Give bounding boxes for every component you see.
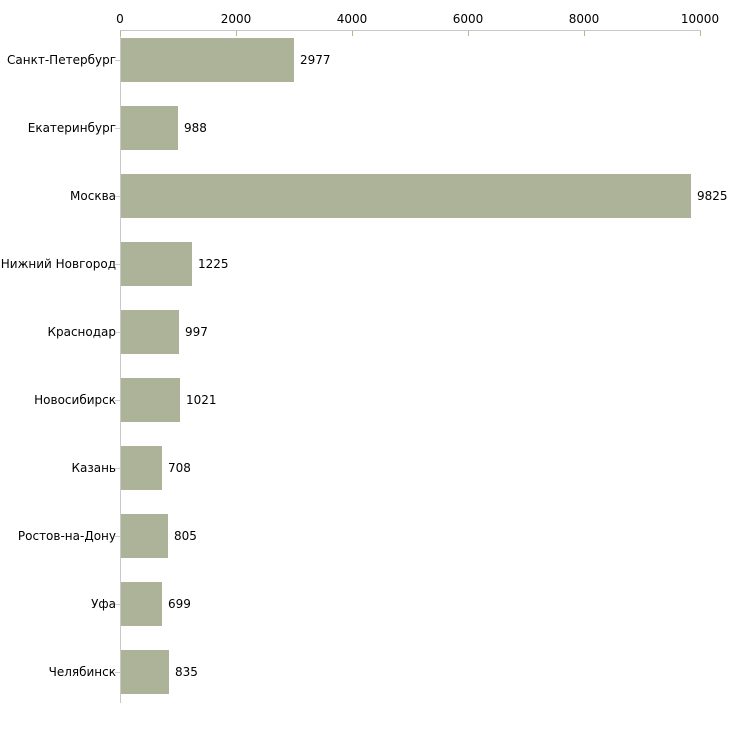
- bar-0: [121, 38, 294, 82]
- value-label: 9825: [697, 189, 728, 203]
- category-tick: [115, 604, 120, 605]
- category-tick: [115, 536, 120, 537]
- left-axis-line: [120, 30, 121, 703]
- x-axis-tick: [236, 31, 237, 36]
- x-axis-tick-label: 8000: [568, 12, 600, 26]
- bar-5: [121, 378, 180, 422]
- category-tick: [115, 60, 120, 61]
- x-axis-tick: [468, 31, 469, 36]
- bar-6: [121, 446, 162, 490]
- value-label: 1021: [186, 393, 217, 407]
- x-axis-tick-label: 0: [116, 12, 124, 26]
- value-label: 997: [185, 325, 208, 339]
- category-tick: [115, 264, 120, 265]
- category-tick: [115, 128, 120, 129]
- x-axis-tick: [352, 31, 353, 36]
- top-axis-line: [120, 30, 701, 31]
- category-label: Екатеринбург: [27, 121, 116, 135]
- value-label: 805: [174, 529, 197, 543]
- value-label: 988: [184, 121, 207, 135]
- x-axis-tick-label: 10000: [680, 12, 720, 26]
- value-label: 1225: [198, 257, 229, 271]
- x-axis-tick: [700, 31, 701, 36]
- bar-7: [121, 514, 168, 558]
- category-label: Уфа: [91, 597, 116, 611]
- value-label: 2977: [300, 53, 331, 67]
- category-tick: [115, 332, 120, 333]
- value-label: 708: [168, 461, 191, 475]
- bar-2: [121, 174, 691, 218]
- category-tick: [115, 672, 120, 673]
- bar-4: [121, 310, 179, 354]
- value-label: 699: [168, 597, 191, 611]
- category-label: Казань: [71, 461, 116, 475]
- category-label: Москва: [70, 189, 116, 203]
- x-axis-tick-label: 2000: [220, 12, 252, 26]
- x-axis-tick: [584, 31, 585, 36]
- category-label: Краснодар: [47, 325, 116, 339]
- category-label: Нижний Новгород: [0, 257, 116, 271]
- category-label: Новосибирск: [34, 393, 116, 407]
- x-axis-tick: [120, 31, 121, 36]
- x-axis-tick-label: 4000: [336, 12, 368, 26]
- bar-3: [121, 242, 192, 286]
- category-label: Ростов-на-Дону: [17, 529, 116, 543]
- bar-9: [121, 650, 169, 694]
- category-label: Челябинск: [48, 665, 116, 679]
- value-label: 835: [175, 665, 198, 679]
- bar-8: [121, 582, 162, 626]
- bar-1: [121, 106, 178, 150]
- category-tick: [115, 400, 120, 401]
- category-tick: [115, 196, 120, 197]
- x-axis-tick-label: 6000: [452, 12, 484, 26]
- category-label: Санкт-Петербург: [7, 53, 116, 67]
- category-tick: [115, 468, 120, 469]
